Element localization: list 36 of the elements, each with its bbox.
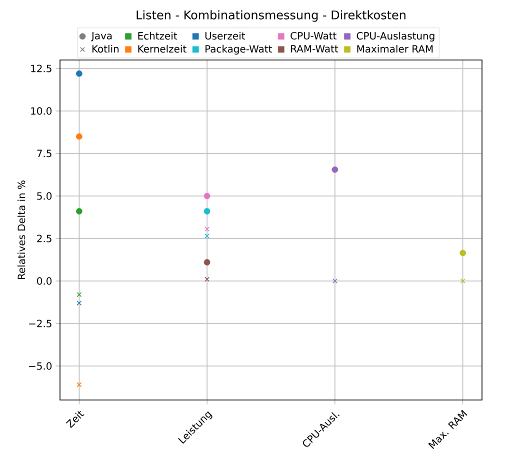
legend-label: Maximaler RAM — [357, 44, 433, 53]
point — [76, 382, 82, 388]
point — [204, 233, 210, 238]
point — [460, 250, 466, 256]
y-axis-title: Relatives Delta in % — [17, 180, 26, 280]
point — [76, 208, 82, 214]
legend-label: Java — [90, 32, 112, 42]
point — [76, 292, 82, 298]
legend-label: RAM-Watt — [291, 45, 338, 52]
y-tick-label: 10.0 — [31, 107, 52, 115]
point — [204, 226, 210, 232]
legend-label: CPU-Watt — [290, 32, 336, 40]
y-tick-label: 0.0 — [37, 277, 52, 285]
legend-label: Echtzeit — [138, 32, 178, 40]
legend-label: Userzeit — [205, 32, 246, 40]
legend-label: Package-Watt — [206, 44, 272, 55]
y-tick-label: 2.5 — [37, 234, 52, 242]
point — [76, 70, 82, 77]
point — [204, 259, 210, 266]
legend-label: CPU-Auslastung — [356, 32, 434, 42]
point — [204, 276, 210, 282]
y-tick-label: 5.0 — [37, 192, 52, 200]
point — [204, 192, 210, 200]
point — [332, 278, 338, 284]
legend-label: Kotlin — [92, 44, 119, 53]
y-tick-label: 7.5 — [37, 150, 52, 158]
point — [76, 300, 82, 306]
point — [460, 278, 466, 284]
y-tick-label: −2.5 — [29, 320, 52, 328]
point — [76, 133, 82, 140]
legend-label: Kernelzeit — [138, 44, 186, 53]
chart-title: Listen - Kombinationsmessung - Direktkosten — [136, 10, 406, 22]
point — [332, 166, 338, 173]
y-tick-label: −5.0 — [29, 362, 52, 370]
point — [204, 208, 210, 214]
y-tick-label: 12.5 — [31, 64, 52, 72]
